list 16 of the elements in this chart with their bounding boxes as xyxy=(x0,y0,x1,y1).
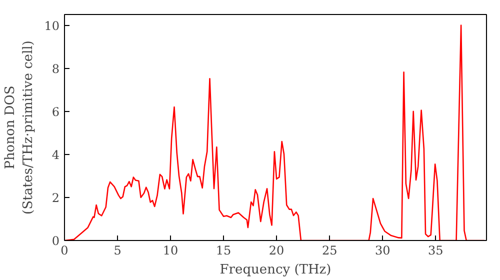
y-axis-title: Phonon DOS (States/THz·primitive cell) xyxy=(3,40,36,214)
x-tick-label: 0 xyxy=(60,244,68,258)
y-tick-label: 8 xyxy=(52,62,60,76)
y-tick-label: 4 xyxy=(52,148,60,162)
x-tick-label: 35 xyxy=(428,244,444,258)
x-tick-label: 30 xyxy=(374,244,390,258)
x-tick-label: 10 xyxy=(162,244,178,258)
y-tick-label: 6 xyxy=(52,104,60,119)
x-tick-label: 5 xyxy=(114,244,122,258)
x-tick-label: 25 xyxy=(322,244,338,258)
x-tick-label: 15 xyxy=(216,244,232,258)
y-tick-label: 10 xyxy=(44,18,60,33)
y-tick-label: 0 xyxy=(52,234,60,248)
x-tick-label: 20 xyxy=(268,244,284,258)
y-tick-label: 2 xyxy=(52,190,60,205)
x-axis-title: Frequency (THz) xyxy=(220,262,332,278)
